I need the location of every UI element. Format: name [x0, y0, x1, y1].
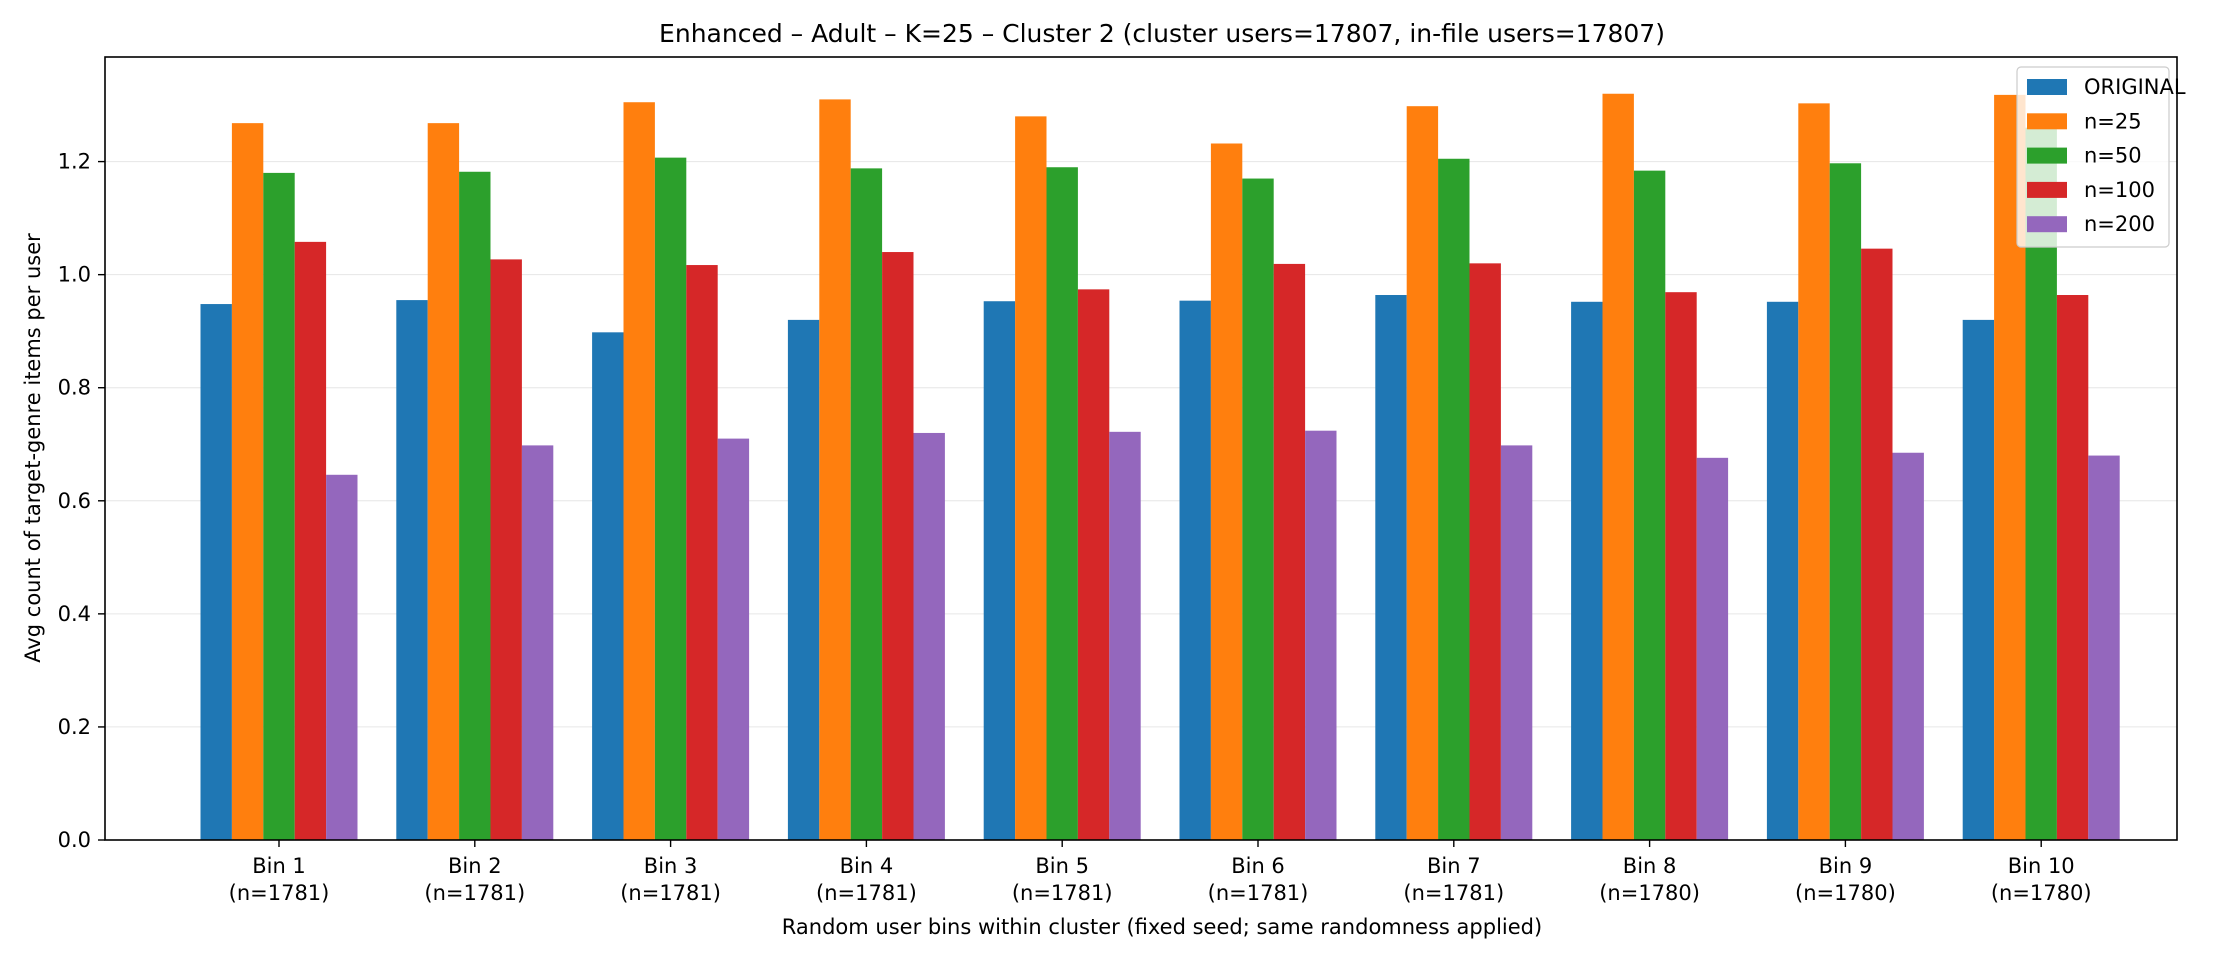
legend-box — [2016, 66, 2170, 248]
bar — [717, 438, 750, 840]
x-tick-label: Bin 6 — [1231, 854, 1285, 878]
bar — [1665, 292, 1697, 840]
bar — [263, 172, 295, 840]
legend-swatch — [2027, 216, 2067, 233]
bar — [654, 157, 687, 840]
legend-swatch — [2027, 181, 2067, 198]
x-tick-label: Bin 4 — [840, 854, 894, 878]
bar — [1633, 170, 1666, 841]
x-tick-sublabel: (n=1780) — [1795, 881, 1896, 905]
y-axis: 0.0 0.2 0.4 0.6 0.8 1.0 1.2 — [58, 150, 105, 852]
y-tick-label: 1.0 — [58, 263, 91, 287]
y-tick-label: 0.0 — [58, 828, 91, 852]
chart-title: Enhanced – Adult – K=25 – Cluster 2 (clu… — [659, 19, 1665, 48]
x-tick-label: Bin 10 — [2008, 854, 2075, 878]
bar — [1602, 93, 1634, 840]
x-tick-sublabel: (n=1780) — [1599, 881, 1700, 905]
bar — [1696, 457, 1729, 840]
y-tick-label: 0.2 — [58, 715, 91, 739]
bar — [1375, 295, 1407, 840]
bar — [2056, 295, 2089, 840]
x-axis-label: Random user bins within cluster (fixed s… — [782, 915, 1542, 939]
bar — [819, 99, 851, 841]
x-tick-sublabel: (n=1781) — [1208, 881, 1309, 905]
bar — [1109, 431, 1141, 840]
bar — [1305, 430, 1337, 840]
bar — [1500, 445, 1533, 840]
legend-label: n=200 — [2084, 212, 2155, 236]
bar — [200, 304, 232, 840]
y-tick-label: 1.2 — [58, 150, 91, 174]
legend-swatch — [2027, 113, 2067, 130]
bar — [1962, 319, 1995, 840]
bar — [521, 445, 554, 840]
x-tick-label: Bin 8 — [1623, 854, 1677, 878]
legend-swatch — [2027, 147, 2067, 164]
x-tick-sublabel: (n=1781) — [1403, 881, 1504, 905]
bar — [882, 252, 914, 840]
legend-label: n=100 — [2084, 178, 2155, 202]
bar — [1077, 289, 1110, 840]
legend-label: n=50 — [2084, 144, 2142, 168]
bar — [490, 259, 522, 840]
legend-label: n=25 — [2084, 109, 2142, 133]
x-tick-label: Bin 7 — [1427, 854, 1481, 878]
legend-label: ORIGINAL — [2084, 75, 2186, 99]
bar — [787, 319, 820, 840]
y-tick-label: 0.6 — [58, 489, 91, 513]
bar — [1273, 263, 1306, 840]
bar — [686, 265, 718, 840]
bar — [427, 123, 460, 840]
bar — [1766, 301, 1799, 841]
x-tick-label: Bin 5 — [1035, 854, 1089, 878]
bar — [1406, 106, 1439, 841]
bar — [913, 432, 945, 840]
x-tick-sublabel: (n=1781) — [424, 881, 525, 905]
x-tick-sublabel: (n=1781) — [1012, 881, 1113, 905]
bar — [623, 102, 655, 841]
bar — [1829, 163, 1862, 840]
bar — [983, 301, 1016, 840]
bar — [1210, 143, 1243, 841]
y-axis-label: Avg count of target-genre items per user — [21, 233, 45, 663]
bar — [592, 332, 624, 840]
y-tick-label: 0.8 — [58, 376, 91, 400]
x-tick-label: Bin 2 — [448, 854, 502, 878]
bar — [2088, 455, 2120, 840]
bar — [1046, 167, 1078, 840]
bar — [1861, 248, 1893, 841]
x-tick-sublabel: (n=1781) — [229, 881, 330, 905]
x-tick-label: Bin 1 — [252, 854, 306, 878]
bar — [231, 123, 264, 840]
x-axis: Bin 1 (n=1781) Bin 2 (n=1781) Bin 3 (n=1781) B… — [229, 840, 2092, 905]
bar — [1179, 300, 1211, 840]
plot-area-frame — [104, 56, 2178, 841]
bars — [200, 93, 2120, 841]
bar — [459, 171, 491, 840]
bar — [326, 474, 358, 840]
y-tick-label: 0.4 — [58, 602, 91, 626]
x-tick-sublabel: (n=1780) — [1991, 881, 2092, 905]
bar — [1571, 301, 1603, 841]
legend-swatch — [2027, 79, 2067, 95]
x-tick-sublabel: (n=1781) — [816, 881, 917, 905]
bar — [1798, 103, 1830, 840]
bar — [396, 300, 428, 840]
legend: ORIGINAL n=25 n=50 n=100 n=200 — [2016, 66, 2186, 248]
x-tick-label: Bin 9 — [1819, 854, 1873, 878]
bar — [1469, 263, 1501, 840]
bar — [294, 241, 327, 841]
bar — [1242, 178, 1274, 841]
bar — [1015, 116, 1047, 840]
bar — [850, 168, 883, 840]
bar — [1892, 452, 1924, 840]
x-tick-sublabel: (n=1781) — [620, 881, 721, 905]
x-tick-label: Bin 3 — [644, 854, 698, 878]
bar — [1438, 158, 1470, 841]
